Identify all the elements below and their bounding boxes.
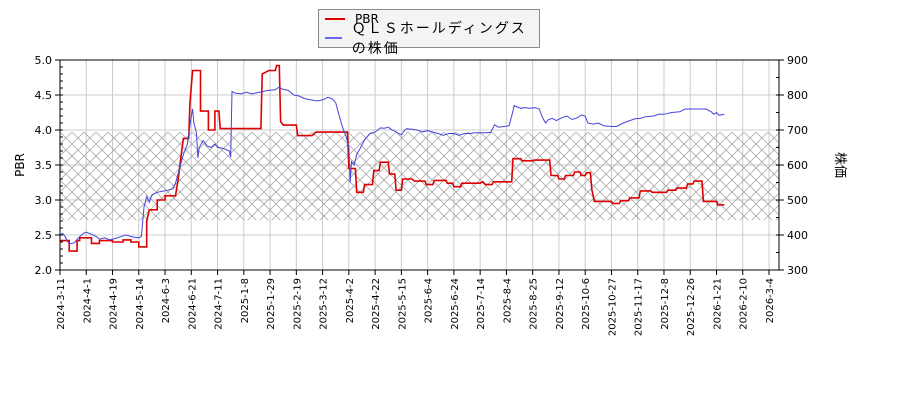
svg-text:2025-9-12: 2025-9-12 <box>555 278 566 330</box>
svg-text:2025-6-4: 2025-6-4 <box>424 278 435 323</box>
right-y-axis: 300 400 500 600 700 800 900 <box>776 54 808 277</box>
svg-text:4.5: 4.5 <box>35 89 53 102</box>
svg-text:3.0: 3.0 <box>35 194 53 207</box>
svg-text:2025-7-14: 2025-7-14 <box>476 278 487 330</box>
svg-text:2025-1-29: 2025-1-29 <box>266 278 277 330</box>
svg-text:2025-10-27: 2025-10-27 <box>607 278 618 336</box>
pbr-line-swatch-icon <box>325 18 345 20</box>
svg-text:2025-5-15: 2025-5-15 <box>397 278 408 330</box>
svg-text:2025-3-12: 2025-3-12 <box>319 278 330 330</box>
svg-text:2026-1-21: 2026-1-21 <box>712 278 723 330</box>
series-lines <box>59 64 725 252</box>
pbr-line <box>60 64 725 252</box>
svg-text:700: 700 <box>787 124 808 137</box>
price-line <box>59 86 725 245</box>
svg-text:2024-7-11: 2024-7-11 <box>214 278 225 330</box>
svg-text:2025-10-6: 2025-10-6 <box>581 278 592 330</box>
svg-text:900: 900 <box>787 54 808 67</box>
svg-text:2025-4-2: 2025-4-2 <box>345 278 356 323</box>
svg-text:300: 300 <box>787 264 808 277</box>
svg-text:2024-6-21: 2024-6-21 <box>187 278 198 330</box>
svg-text:2.0: 2.0 <box>35 264 53 277</box>
svg-text:2026-2-10: 2026-2-10 <box>739 278 750 330</box>
svg-text:2.5: 2.5 <box>35 229 53 242</box>
legend-item-price: ＱＬＳホールディングスの株価 <box>325 21 539 57</box>
svg-text:500: 500 <box>787 194 808 207</box>
svg-text:2025-1-8: 2025-1-8 <box>240 278 251 323</box>
svg-text:2024-4-1: 2024-4-1 <box>82 278 93 323</box>
right-axis-label: 株価 <box>832 152 847 178</box>
left-axis-label: PBR <box>13 153 27 177</box>
svg-text:800: 800 <box>787 89 808 102</box>
svg-text:2024-3-11: 2024-3-11 <box>56 278 67 330</box>
legend-label-pbr: PBR <box>355 12 379 26</box>
legend-label-price: ＱＬＳホールディングスの株価 <box>351 21 527 57</box>
svg-text:4.0: 4.0 <box>35 124 53 137</box>
svg-text:3.5: 3.5 <box>35 159 53 172</box>
legend-item-pbr: PBR <box>325 11 379 27</box>
svg-text:600: 600 <box>787 159 808 172</box>
svg-text:2025-4-22: 2025-4-22 <box>371 278 382 330</box>
svg-text:2025-12-8: 2025-12-8 <box>660 278 671 330</box>
svg-text:2025-2-19: 2025-2-19 <box>292 278 303 330</box>
svg-text:2026-3-4: 2026-3-4 <box>765 278 776 323</box>
price-line-swatch-icon <box>325 37 342 39</box>
svg-text:5.0: 5.0 <box>35 54 53 67</box>
svg-text:2025-6-24: 2025-6-24 <box>450 278 461 330</box>
svg-text:400: 400 <box>787 229 808 242</box>
svg-text:2024-5-14: 2024-5-14 <box>135 278 146 330</box>
svg-text:2025-8-4: 2025-8-4 <box>502 278 513 323</box>
chart-legend: PBR ＱＬＳホールディングスの株価 <box>318 9 540 57</box>
left-y-axis: 2.0 2.5 3.0 3.5 4.0 4.5 5.0 <box>35 54 63 277</box>
svg-text:2024-6-3: 2024-6-3 <box>161 278 172 323</box>
hatched-band <box>60 132 779 221</box>
svg-text:2025-12-26: 2025-12-26 <box>686 278 697 336</box>
svg-text:2024-4-19: 2024-4-19 <box>109 278 120 330</box>
svg-text:2025-11-17: 2025-11-17 <box>634 278 645 336</box>
x-axis: 2024-3-11 2024-4-1 2024-4-19 2024-5-14 2024-… <box>56 270 776 336</box>
svg-text:2025-8-25: 2025-8-25 <box>529 278 540 330</box>
